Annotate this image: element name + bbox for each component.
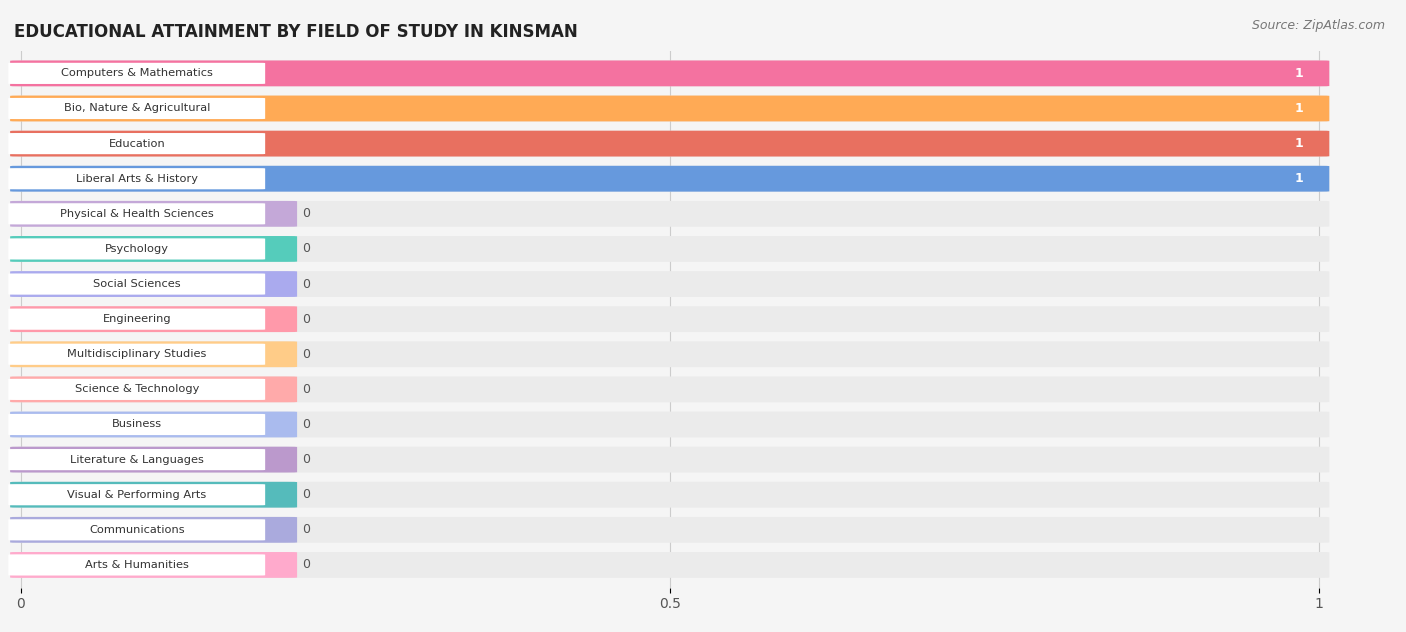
FancyBboxPatch shape (10, 552, 297, 578)
Text: 0: 0 (302, 418, 311, 431)
FancyBboxPatch shape (10, 61, 1329, 87)
FancyBboxPatch shape (10, 447, 1329, 473)
Text: 1: 1 (1295, 137, 1303, 150)
Text: Physical & Health Sciences: Physical & Health Sciences (60, 209, 214, 219)
FancyBboxPatch shape (10, 131, 1329, 157)
FancyBboxPatch shape (10, 95, 1329, 121)
FancyBboxPatch shape (10, 307, 1329, 332)
FancyBboxPatch shape (8, 308, 266, 330)
FancyBboxPatch shape (10, 166, 1329, 191)
FancyBboxPatch shape (8, 168, 266, 190)
Text: 0: 0 (302, 348, 311, 361)
FancyBboxPatch shape (8, 554, 266, 576)
Text: 0: 0 (302, 559, 311, 571)
Text: Social Sciences: Social Sciences (93, 279, 180, 289)
FancyBboxPatch shape (10, 236, 1329, 262)
FancyBboxPatch shape (10, 236, 297, 262)
Text: Multidisciplinary Studies: Multidisciplinary Studies (67, 349, 207, 359)
Text: 1: 1 (1295, 172, 1303, 185)
Text: Psychology: Psychology (105, 244, 169, 254)
FancyBboxPatch shape (10, 341, 1329, 367)
FancyBboxPatch shape (8, 344, 266, 365)
Text: Literature & Languages: Literature & Languages (70, 454, 204, 465)
Text: Education: Education (108, 138, 165, 149)
FancyBboxPatch shape (8, 520, 266, 540)
FancyBboxPatch shape (10, 552, 1329, 578)
Text: EDUCATIONAL ATTAINMENT BY FIELD OF STUDY IN KINSMAN: EDUCATIONAL ATTAINMENT BY FIELD OF STUDY… (14, 23, 578, 40)
FancyBboxPatch shape (10, 95, 1329, 121)
FancyBboxPatch shape (8, 238, 266, 260)
FancyBboxPatch shape (10, 201, 297, 227)
Text: Business: Business (111, 420, 162, 430)
FancyBboxPatch shape (8, 204, 266, 224)
Text: Source: ZipAtlas.com: Source: ZipAtlas.com (1251, 19, 1385, 32)
FancyBboxPatch shape (10, 307, 297, 332)
Text: 1: 1 (1295, 67, 1303, 80)
Text: 0: 0 (302, 383, 311, 396)
FancyBboxPatch shape (10, 482, 297, 507)
Text: Engineering: Engineering (103, 314, 172, 324)
Text: Bio, Nature & Agricultural: Bio, Nature & Agricultural (63, 104, 209, 114)
Text: Computers & Mathematics: Computers & Mathematics (60, 68, 212, 78)
Text: 0: 0 (302, 277, 311, 291)
Text: Communications: Communications (89, 525, 184, 535)
FancyBboxPatch shape (10, 271, 1329, 297)
FancyBboxPatch shape (10, 271, 297, 297)
Text: 1: 1 (1295, 102, 1303, 115)
Text: 0: 0 (302, 488, 311, 501)
FancyBboxPatch shape (8, 484, 266, 506)
FancyBboxPatch shape (10, 166, 1329, 191)
FancyBboxPatch shape (8, 98, 266, 119)
Text: 0: 0 (302, 523, 311, 537)
FancyBboxPatch shape (10, 377, 297, 403)
Text: Science & Technology: Science & Technology (75, 384, 198, 394)
FancyBboxPatch shape (10, 411, 1329, 437)
Text: 0: 0 (302, 453, 311, 466)
Text: Arts & Humanities: Arts & Humanities (84, 560, 188, 570)
FancyBboxPatch shape (8, 274, 266, 295)
FancyBboxPatch shape (10, 517, 1329, 543)
FancyBboxPatch shape (10, 201, 1329, 227)
FancyBboxPatch shape (10, 341, 297, 367)
FancyBboxPatch shape (8, 63, 266, 84)
FancyBboxPatch shape (8, 414, 266, 435)
FancyBboxPatch shape (10, 131, 1329, 157)
FancyBboxPatch shape (10, 411, 297, 437)
FancyBboxPatch shape (10, 377, 1329, 403)
Text: 0: 0 (302, 313, 311, 325)
FancyBboxPatch shape (10, 447, 297, 473)
Text: Liberal Arts & History: Liberal Arts & History (76, 174, 198, 184)
FancyBboxPatch shape (8, 379, 266, 400)
FancyBboxPatch shape (8, 133, 266, 154)
FancyBboxPatch shape (10, 517, 297, 543)
FancyBboxPatch shape (10, 61, 1329, 87)
Text: 0: 0 (302, 207, 311, 221)
Text: 0: 0 (302, 243, 311, 255)
FancyBboxPatch shape (8, 449, 266, 470)
Text: Visual & Performing Arts: Visual & Performing Arts (67, 490, 207, 500)
FancyBboxPatch shape (10, 482, 1329, 507)
